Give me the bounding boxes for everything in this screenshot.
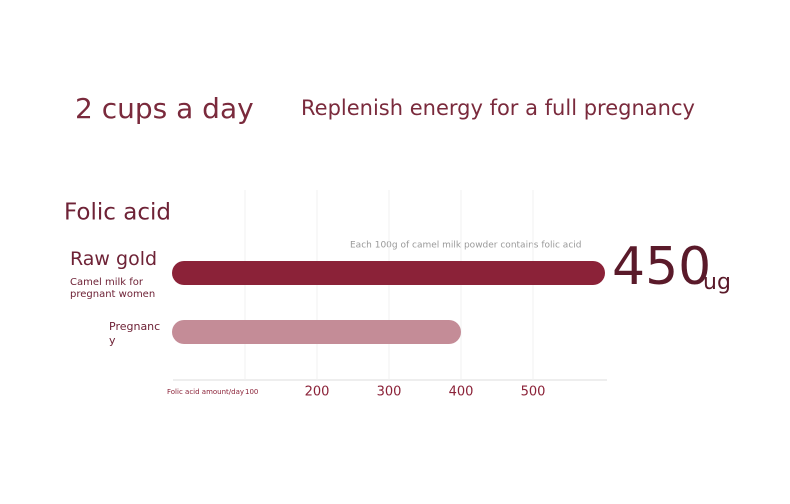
note: Each 100g of camel milk powder contains … <box>350 241 581 251</box>
category-label: Raw gold <box>70 248 158 270</box>
x-tick-label: 300 <box>377 385 402 400</box>
category-label: Pregnancy <box>109 320 161 347</box>
x-tick-label: 500 <box>521 385 546 400</box>
x-axis-label: Folic acid amount/day <box>167 388 244 396</box>
bar <box>172 261 605 285</box>
x-tick-label: 100 <box>245 388 258 396</box>
x-tick-label: 400 <box>449 385 474 400</box>
subtitle: Replenish energy for a full pregnancy <box>301 96 695 120</box>
highlight-value: 450 <box>612 237 711 297</box>
highlight-unit: ug <box>703 270 731 295</box>
headline: 2 cups a day <box>75 92 254 125</box>
x-tick-label: 200 <box>305 385 330 400</box>
category-note: Camel milk for pregnant women <box>70 277 156 300</box>
chart-title: Folic acid <box>64 200 171 226</box>
bar <box>172 320 461 344</box>
